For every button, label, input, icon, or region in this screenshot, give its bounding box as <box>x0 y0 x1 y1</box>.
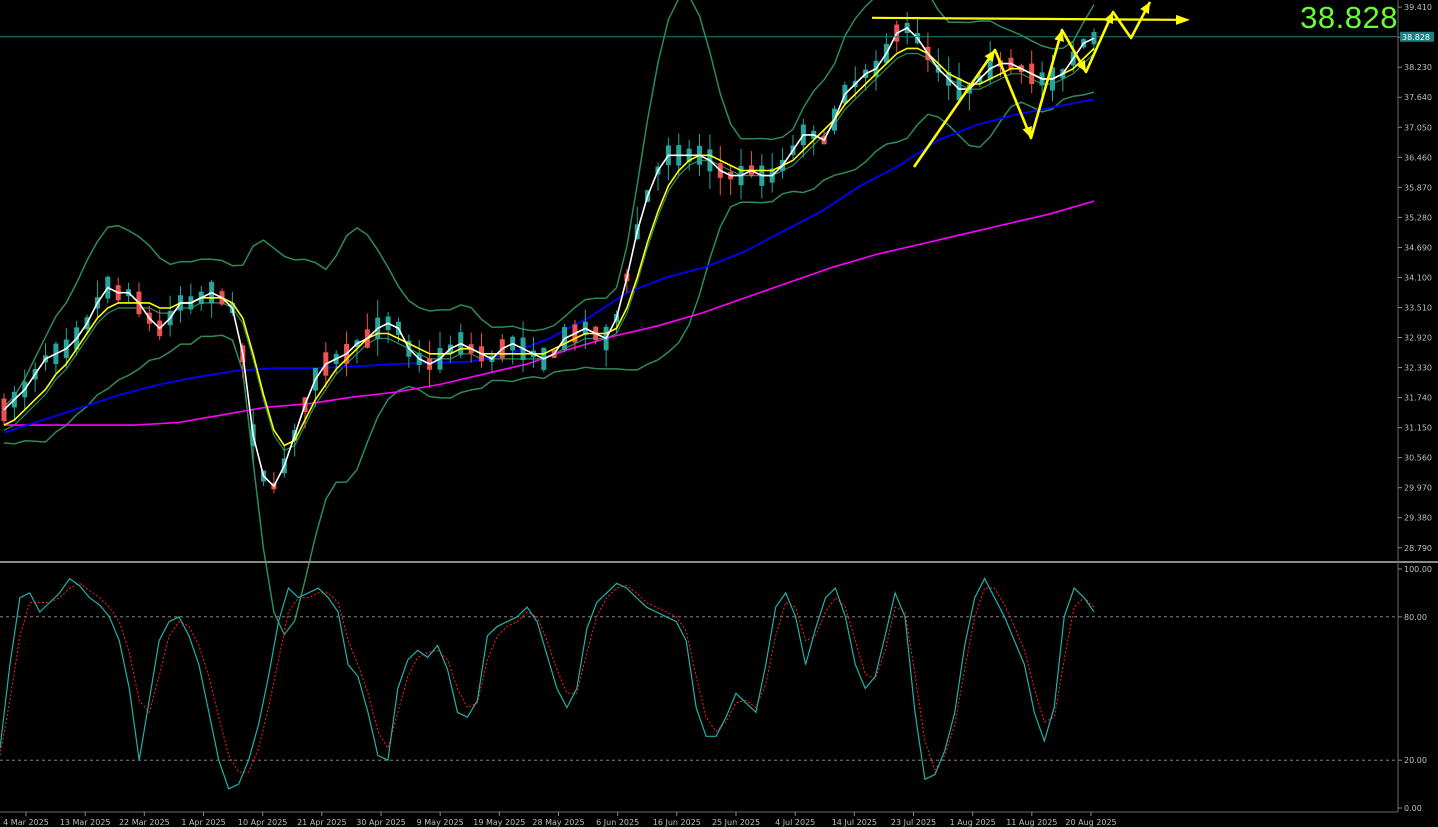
x-tick-label: 4 Mar 2025 <box>3 818 49 827</box>
stoch-main-line <box>0 577 1095 790</box>
x-tick-label: 11 Aug 2025 <box>1006 818 1057 827</box>
bollinger-upper <box>3 0 1095 408</box>
y-tick-label: 28.790 <box>1404 544 1432 553</box>
osc-y-tick-label: 20.00 <box>1404 756 1427 765</box>
current-price-tag-label: 38.828 <box>1402 33 1430 42</box>
x-tick-label: 13 Mar 2025 <box>60 818 111 827</box>
bollinger-lower <box>3 91 1095 637</box>
zigzag-projection <box>912 1 1152 168</box>
x-tick-label: 25 Jun 2025 <box>712 818 760 827</box>
y-tick-label: 34.100 <box>1404 273 1432 282</box>
x-tick-label: 28 May 2025 <box>532 818 584 827</box>
y-tick-label: 39.410 <box>1404 3 1432 12</box>
x-tick-label: 16 Jun 2025 <box>653 818 701 827</box>
x-tick-label: 22 Mar 2025 <box>119 818 170 827</box>
y-tick-label: 32.920 <box>1404 334 1432 343</box>
osc-y-tick-label: 0.00 <box>1404 804 1422 813</box>
x-tick-label: 23 Jul 2025 <box>891 818 936 827</box>
y-tick-label: 37.640 <box>1404 93 1432 102</box>
x-tick-label: 19 May 2025 <box>473 818 525 827</box>
x-tick-label: 1 Apr 2025 <box>181 818 225 827</box>
x-tick-label: 6 Jun 2025 <box>596 818 639 827</box>
x-tick-label: 30 Apr 2025 <box>356 818 405 827</box>
candle-body <box>1 398 7 422</box>
arrowhead-down <box>1022 125 1032 138</box>
price-panel <box>0 0 1398 637</box>
arrowhead-up <box>984 50 995 62</box>
x-tick-label: 10 Apr 2025 <box>238 818 287 827</box>
y-tick-label: 30.560 <box>1404 454 1432 463</box>
y-tick-label: 32.330 <box>1404 364 1432 373</box>
y-tick-label: 33.510 <box>1404 303 1432 312</box>
x-tick-label: 21 Apr 2025 <box>297 818 346 827</box>
ma-fast-line <box>3 27 1095 488</box>
x-tick-label: 20 Aug 2025 <box>1065 818 1116 827</box>
osc-y-tick-label: 80.00 <box>1404 613 1427 622</box>
y-tick-label: 31.740 <box>1404 394 1432 403</box>
y-tick-label: 35.870 <box>1404 183 1432 192</box>
y-tick-label: 38.230 <box>1404 63 1432 72</box>
y-tick-label: 29.970 <box>1404 484 1432 493</box>
y-tick-label: 29.380 <box>1404 514 1432 523</box>
current-price-display: 38.828 <box>1300 0 1398 35</box>
candle-body <box>1091 32 1097 45</box>
y-tick-label: 31.150 <box>1404 424 1432 433</box>
current-price-tag <box>1400 31 1434 42</box>
x-tick-label: 1 Aug 2025 <box>950 818 996 827</box>
ma-50-line <box>3 98 1095 434</box>
resistance-line <box>871 16 1179 21</box>
y-tick-label: 37.050 <box>1404 123 1432 132</box>
yellow-annotations <box>871 1 1190 168</box>
x-tick-label: 4 Jul 2025 <box>775 818 815 827</box>
arrowhead-up <box>1140 2 1150 15</box>
arrowhead-down <box>1076 59 1086 72</box>
resistance-arrowhead <box>1176 14 1190 25</box>
y-tick-label: 35.280 <box>1404 213 1432 222</box>
osc-y-tick-label: 100.00 <box>1404 565 1432 574</box>
y-tick-label: 34.690 <box>1404 243 1432 252</box>
arrowhead-up <box>1054 30 1064 42</box>
x-tick-label: 9 May 2025 <box>417 818 464 827</box>
x-tick-label: 14 Jul 2025 <box>832 818 877 827</box>
stochastic-panel <box>0 577 1398 790</box>
y-tick-label: 36.460 <box>1404 153 1432 162</box>
arrowhead-up <box>1103 12 1113 25</box>
